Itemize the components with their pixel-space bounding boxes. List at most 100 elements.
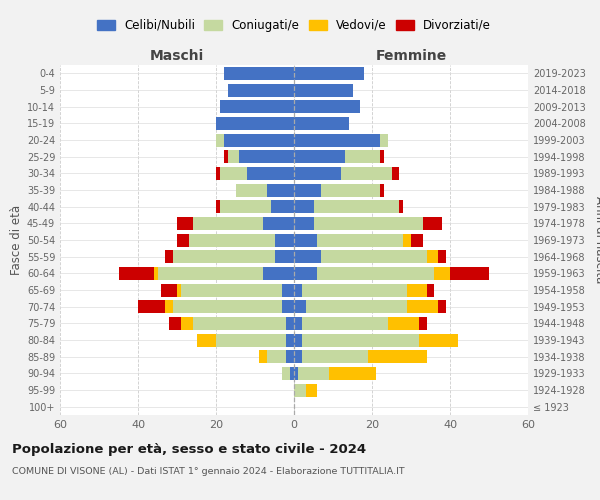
Bar xyxy=(411,234,422,246)
Bar xyxy=(419,334,458,346)
Bar xyxy=(224,67,294,80)
Bar xyxy=(216,117,294,130)
Bar xyxy=(228,84,294,96)
Bar xyxy=(427,250,438,263)
Bar xyxy=(286,317,294,330)
Bar xyxy=(193,317,286,330)
Bar xyxy=(247,167,294,180)
Bar xyxy=(302,334,419,346)
Bar xyxy=(294,117,349,130)
Bar xyxy=(216,334,286,346)
Bar xyxy=(294,184,322,196)
Bar xyxy=(239,150,294,163)
Bar xyxy=(302,350,368,363)
Bar xyxy=(422,217,442,230)
Bar xyxy=(224,134,294,146)
Bar xyxy=(197,334,216,346)
Bar xyxy=(407,300,438,313)
Bar xyxy=(400,200,403,213)
Bar xyxy=(306,300,407,313)
Bar xyxy=(138,300,166,313)
Bar xyxy=(224,150,228,163)
Bar xyxy=(294,67,364,80)
Bar xyxy=(216,134,224,146)
Bar xyxy=(154,267,157,280)
Bar xyxy=(419,317,427,330)
Bar xyxy=(294,100,360,113)
Bar xyxy=(181,284,283,296)
Bar xyxy=(294,234,317,246)
Bar xyxy=(302,317,388,330)
Bar xyxy=(294,134,380,146)
Text: COMUNE DI VISONE (AL) - Dati ISTAT 1° gennaio 2024 - Elaborazione TUTTITALIA.IT: COMUNE DI VISONE (AL) - Dati ISTAT 1° ge… xyxy=(12,468,404,476)
Bar xyxy=(380,150,384,163)
Bar xyxy=(235,184,266,196)
Bar xyxy=(173,250,275,263)
Bar xyxy=(220,100,294,113)
Y-axis label: Fasce di età: Fasce di età xyxy=(10,205,23,275)
Bar xyxy=(286,334,294,346)
Y-axis label: Anni di nascita: Anni di nascita xyxy=(593,196,600,284)
Bar xyxy=(380,184,384,196)
Bar xyxy=(314,217,422,230)
Bar xyxy=(294,334,302,346)
Bar xyxy=(403,234,411,246)
Bar xyxy=(322,184,380,196)
Bar xyxy=(368,350,427,363)
Bar xyxy=(259,350,266,363)
Bar xyxy=(438,300,446,313)
Bar xyxy=(317,234,403,246)
Bar xyxy=(388,317,419,330)
Bar xyxy=(173,300,283,313)
Bar xyxy=(228,150,239,163)
Legend: Celibi/Nubili, Coniugati/e, Vedovi/e, Divorziati/e: Celibi/Nubili, Coniugati/e, Vedovi/e, Di… xyxy=(97,19,491,32)
Bar xyxy=(438,250,446,263)
Bar xyxy=(166,250,173,263)
Bar xyxy=(188,234,275,246)
Bar xyxy=(294,384,306,396)
Bar xyxy=(166,300,173,313)
Bar xyxy=(283,367,290,380)
Bar xyxy=(294,150,344,163)
Bar xyxy=(275,250,294,263)
Bar xyxy=(380,134,388,146)
Bar xyxy=(193,217,263,230)
Bar xyxy=(392,167,400,180)
Bar xyxy=(306,384,317,396)
Bar xyxy=(427,284,434,296)
Bar xyxy=(294,350,302,363)
Bar xyxy=(275,234,294,246)
Bar xyxy=(286,350,294,363)
Bar xyxy=(294,84,353,96)
Bar xyxy=(407,284,427,296)
Bar xyxy=(220,200,271,213)
Bar xyxy=(294,317,302,330)
Bar xyxy=(294,200,314,213)
Bar xyxy=(434,267,450,280)
Bar xyxy=(266,184,294,196)
Bar xyxy=(119,267,154,280)
Bar xyxy=(317,267,434,280)
Text: Maschi: Maschi xyxy=(150,48,204,62)
Bar xyxy=(322,250,427,263)
Bar xyxy=(294,300,306,313)
Bar xyxy=(294,167,341,180)
Bar xyxy=(181,317,193,330)
Bar xyxy=(263,217,294,230)
Bar xyxy=(450,267,489,280)
Bar xyxy=(302,284,407,296)
Bar xyxy=(294,367,298,380)
Bar xyxy=(283,284,294,296)
Bar xyxy=(216,167,220,180)
Bar xyxy=(298,367,329,380)
Bar xyxy=(220,167,247,180)
Bar xyxy=(294,267,317,280)
Bar xyxy=(314,200,400,213)
Bar xyxy=(283,300,294,313)
Bar xyxy=(177,284,181,296)
Bar xyxy=(263,267,294,280)
Bar xyxy=(271,200,294,213)
Bar xyxy=(157,267,263,280)
Bar xyxy=(266,350,286,363)
Text: Femmine: Femmine xyxy=(376,48,446,62)
